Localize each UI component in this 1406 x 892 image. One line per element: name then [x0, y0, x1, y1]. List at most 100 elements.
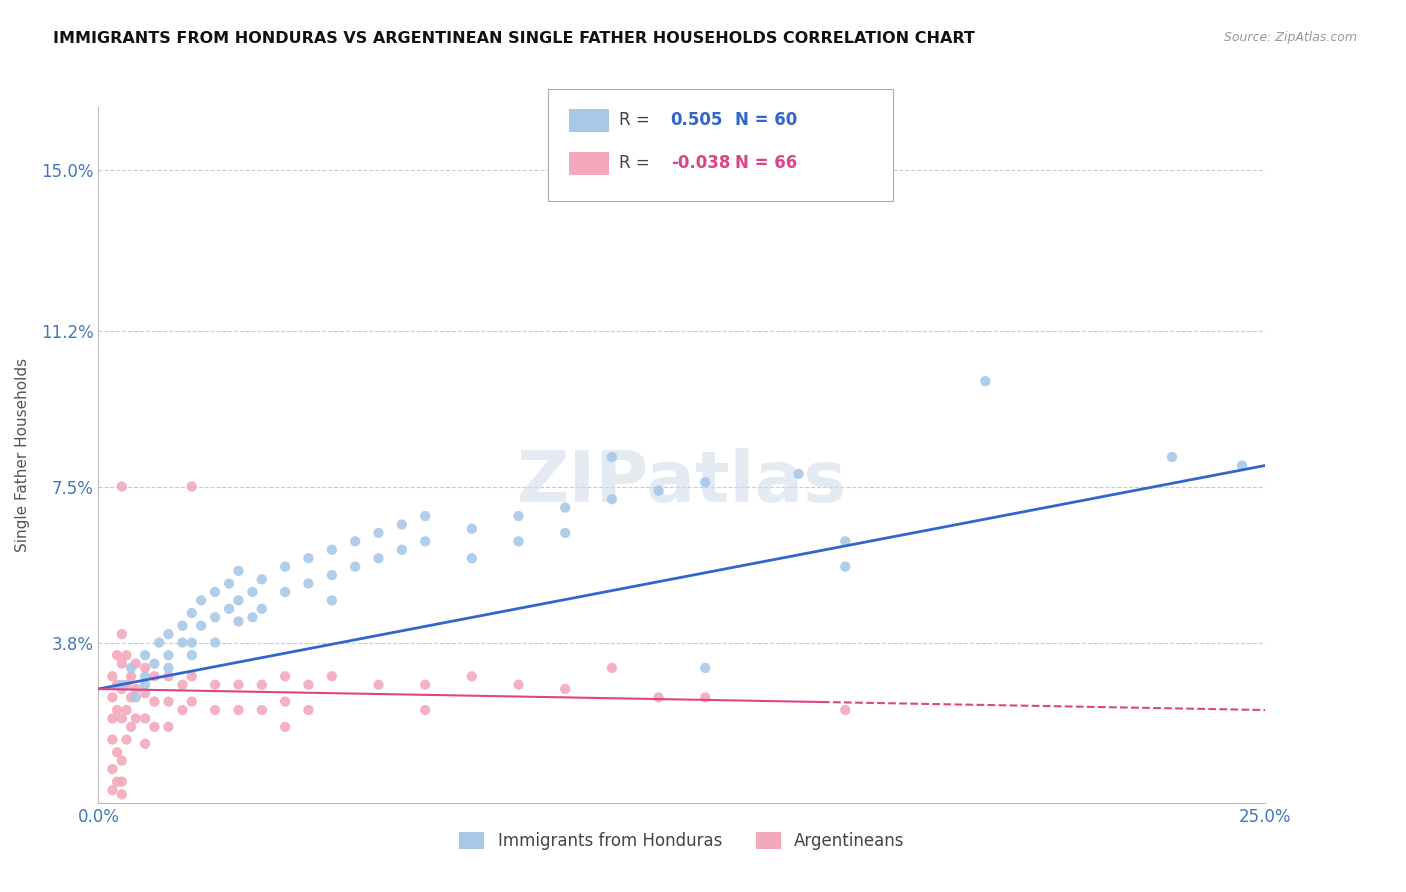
Point	[250, 703, 273, 717]
Point	[274, 585, 297, 599]
Point	[1230, 458, 1253, 473]
Point	[461, 669, 484, 683]
Point	[787, 467, 810, 481]
Point	[157, 669, 180, 683]
Point	[242, 585, 264, 599]
Point	[157, 695, 180, 709]
Point	[190, 618, 212, 632]
Point	[391, 517, 413, 532]
Point	[105, 678, 128, 692]
Point	[391, 542, 413, 557]
Point	[180, 669, 202, 683]
Point	[120, 690, 142, 705]
Point	[695, 690, 717, 705]
Point	[180, 695, 202, 709]
Point	[647, 483, 669, 498]
Text: R =: R =	[619, 112, 655, 129]
Point	[508, 534, 530, 549]
Point	[228, 564, 250, 578]
Point	[461, 551, 484, 566]
Point	[321, 669, 343, 683]
Point	[834, 534, 856, 549]
Point	[508, 678, 530, 692]
Point	[101, 711, 124, 725]
Point	[413, 534, 436, 549]
Point	[148, 635, 170, 649]
Point	[274, 720, 297, 734]
Point	[344, 534, 367, 549]
Point	[834, 559, 856, 574]
Point	[344, 559, 367, 574]
Point	[274, 695, 297, 709]
Point	[111, 627, 134, 641]
Point	[111, 788, 134, 802]
Point	[508, 509, 530, 524]
Point	[297, 576, 319, 591]
Point	[600, 492, 623, 507]
Point	[218, 576, 240, 591]
Point	[413, 703, 436, 717]
Point	[834, 703, 856, 717]
Point	[115, 678, 138, 692]
Text: N = 60: N = 60	[735, 112, 797, 129]
Point	[180, 479, 202, 493]
Point	[228, 593, 250, 607]
Point	[111, 657, 134, 671]
Point	[554, 681, 576, 696]
Point	[274, 559, 297, 574]
Point	[157, 648, 180, 663]
Point	[695, 475, 717, 490]
Point	[143, 657, 166, 671]
Point	[172, 703, 194, 717]
Point	[218, 602, 240, 616]
Point	[125, 657, 148, 671]
Point	[242, 610, 264, 624]
Point	[134, 669, 156, 683]
Y-axis label: Single Father Households: Single Father Households	[14, 358, 30, 552]
Point	[134, 648, 156, 663]
Point	[297, 678, 319, 692]
Point	[321, 542, 343, 557]
Point	[115, 648, 138, 663]
Point	[125, 690, 148, 705]
Point	[180, 635, 202, 649]
Point	[125, 711, 148, 725]
Point	[134, 686, 156, 700]
Point	[204, 678, 226, 692]
Point	[157, 627, 180, 641]
Point	[101, 762, 124, 776]
Point	[180, 606, 202, 620]
Point	[190, 593, 212, 607]
Point	[228, 703, 250, 717]
Point	[120, 661, 142, 675]
Point	[111, 479, 134, 493]
Point	[134, 737, 156, 751]
Text: -0.038: -0.038	[671, 154, 730, 172]
Text: R =: R =	[619, 154, 655, 172]
Point	[105, 774, 128, 789]
Point	[172, 678, 194, 692]
Point	[101, 783, 124, 797]
Point	[204, 703, 226, 717]
Point	[157, 661, 180, 675]
Text: IMMIGRANTS FROM HONDURAS VS ARGENTINEAN SINGLE FATHER HOUSEHOLDS CORRELATION CHA: IMMIGRANTS FROM HONDURAS VS ARGENTINEAN …	[53, 31, 976, 46]
Point	[125, 681, 148, 696]
Point	[172, 635, 194, 649]
Point	[554, 500, 576, 515]
Point	[204, 635, 226, 649]
Point	[600, 661, 623, 675]
Point	[274, 669, 297, 683]
Point	[101, 690, 124, 705]
Point	[321, 593, 343, 607]
Point	[413, 509, 436, 524]
Point	[115, 703, 138, 717]
Point	[250, 602, 273, 616]
Point	[105, 648, 128, 663]
Point	[111, 774, 134, 789]
Point	[321, 568, 343, 582]
Point	[120, 720, 142, 734]
Point	[111, 754, 134, 768]
Point	[1161, 450, 1184, 464]
Point	[105, 745, 128, 759]
Point	[974, 374, 997, 388]
